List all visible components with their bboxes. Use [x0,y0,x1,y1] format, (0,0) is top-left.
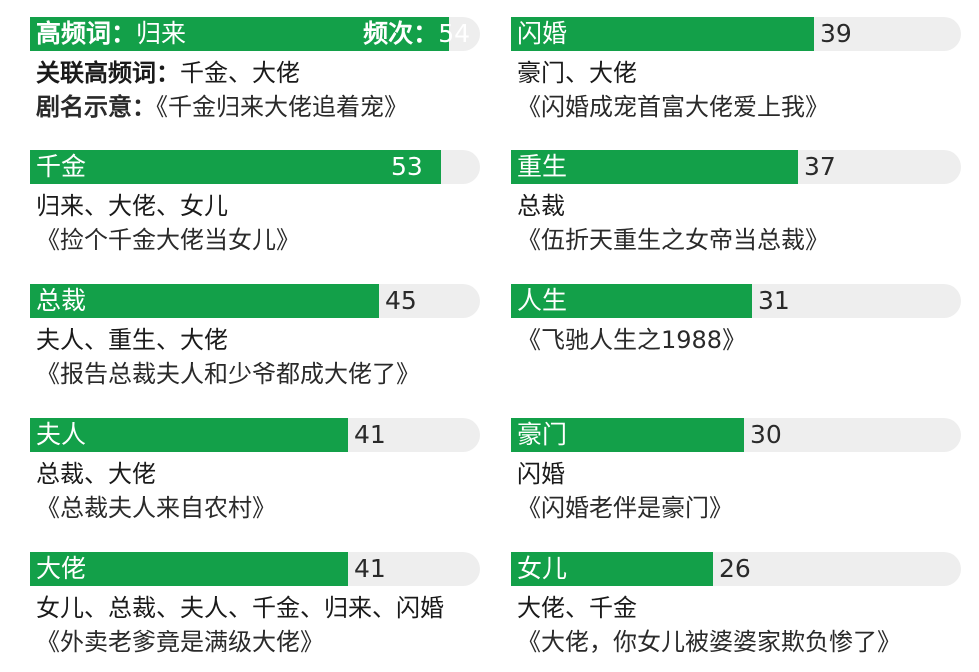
bar-fill [511,17,814,51]
keyword-count: 41 [354,554,386,583]
keyword-card: 夫人 41 总裁、大佬《总裁夫人来自农村》 [30,418,482,538]
bar-track [511,418,961,452]
related-text: 总裁、大佬 [36,460,156,488]
related-text: 大佬、千金 [517,594,637,622]
term-label: 高频词： [36,19,137,48]
bar-fill [30,150,441,184]
related-text: 千金、大佬 [180,59,300,87]
keyword-count: 30 [750,420,782,449]
keyword-card: 大佬 41 女儿、总裁、夫人、千金、归来、闪婚 《外卖老爹竟是满级大佬》 [30,552,482,672]
title-text: 《闪婚成宠首富大佬爱上我》 [517,93,829,121]
related-keywords: 女儿、总裁、夫人、千金、归来、闪婚 [36,592,444,624]
bar-track [30,552,480,586]
keyword-card: 女儿 26 大佬、千金《大佬，你女儿被婆婆家欺负惨了》 [511,552,963,672]
related-keywords: 夫人、重生、大佬 [36,324,228,356]
drama-title: 《闪婚老伴是豪门》 [517,492,733,524]
term-text: 归来 [136,19,187,48]
keyword-term: 豪门 [517,420,568,449]
related-keywords: 关联高频词：千金、大佬 [36,57,300,89]
related-keywords: 大佬、千金 [517,592,637,624]
keyword-term: 人生 [517,286,568,315]
keyword-term: 重生 [517,152,568,181]
bar-fill [511,284,752,318]
bar-track [30,150,480,184]
related-keywords: 总裁、大佬 [36,458,156,490]
bar-fill [511,150,798,184]
drama-title: 《报告总裁夫人和少爷都成大佬了》 [36,358,420,390]
bar-fill [511,418,744,452]
keyword-term: 总裁 [36,286,87,315]
keyword-card: 总裁 45 夫人、重生、大佬《报告总裁夫人和少爷都成大佬了》 [30,284,482,404]
drama-title: 剧名示意：《千金归来大佬追着宠》 [36,91,408,123]
keyword-term: 夫人 [36,420,87,449]
related-keywords: 闪婚 [517,458,565,490]
drama-title: 《捡个千金大佬当女儿》 [36,224,300,256]
keyword-term: 大佬 [36,554,87,583]
keyword-card: 高频词：归来 频次：54 关联高频词：千金、大佬 剧名示意：《千金归来大佬追着宠》 [30,17,482,137]
drama-title: 《闪婚成宠首富大佬爱上我》 [517,91,829,123]
related-keywords: 总裁 [517,190,565,222]
freq-label: 频次： [363,19,439,48]
related-label: 关联高频词： [36,59,180,87]
title-text: 《飞驰人生之1988》 [517,326,747,354]
keyword-count: 37 [804,152,836,181]
keyword-count: 31 [758,286,790,315]
bar-track [511,284,961,318]
bar-fill [30,552,348,586]
related-keywords: 豪门、大佬 [517,57,637,89]
related-text: 归来、大佬、女儿 [36,192,228,220]
title-text: 《报告总裁夫人和少爷都成大佬了》 [36,360,420,388]
title-text: 《捡个千金大佬当女儿》 [36,226,300,254]
keyword-count: 41 [354,420,386,449]
keyword-term: 闪婚 [517,19,568,48]
title-text: 《总裁夫人来自农村》 [36,494,276,522]
bar-fill [511,552,713,586]
drama-title: 《总裁夫人来自农村》 [36,492,276,524]
bar-track [511,17,961,51]
bar-track [30,17,480,51]
related-text: 豪门、大佬 [517,59,637,87]
keyword-term: 高频词：归来 [36,17,186,51]
bar-fill [30,418,348,452]
keyword-count: 53 [391,152,423,181]
bar-track [30,284,480,318]
title-text: 《伍折天重生之女帝当总裁》 [517,226,829,254]
keyword-card: 豪门 30 闪婚《闪婚老伴是豪门》 [511,418,963,538]
bar-track [30,418,480,452]
title-text: 《大佬，你女儿被婆婆家欺负惨了》 [517,628,901,656]
keyword-card: 人生 31 《飞驰人生之1988》 [511,284,963,404]
keyword-count: 39 [820,19,852,48]
keyword-card: 闪婚 39 豪门、大佬《闪婚成宠首富大佬爱上我》 [511,17,963,137]
related-text: 女儿、总裁、夫人、千金、归来、闪婚 [36,594,444,622]
bar-track [511,150,961,184]
keyword-count: 频次：54 [363,17,470,51]
keyword-term: 千金 [36,152,87,181]
related-text: 总裁 [517,192,565,220]
drama-title: 《飞驰人生之1988》 [517,324,746,356]
title-text: 《闪婚老伴是豪门》 [517,494,733,522]
bar-track [511,552,961,586]
drama-title: 《伍折天重生之女帝当总裁》 [517,224,829,256]
keyword-card: 重生 37 总裁《伍折天重生之女帝当总裁》 [511,150,963,270]
count-value: 54 [438,19,470,48]
related-keywords: 归来、大佬、女儿 [36,190,228,222]
drama-title: 《外卖老爹竟是满级大佬》 [36,626,324,658]
keyword-card: 千金 53 归来、大佬、女儿《捡个千金大佬当女儿》 [30,150,482,270]
bar-fill [30,284,379,318]
related-text: 夫人、重生、大佬 [36,326,228,354]
bar-fill [30,17,449,51]
keyword-count: 45 [385,286,417,315]
title-text: 《千金归来大佬追着宠》 [156,93,408,121]
drama-title: 《大佬，你女儿被婆婆家欺负惨了》 [517,626,901,658]
title-label: 剧名示意： [36,93,156,121]
keyword-term: 女儿 [517,554,568,583]
related-text: 闪婚 [517,460,565,488]
title-text: 《外卖老爹竟是满级大佬》 [36,628,324,656]
keyword-count: 26 [719,554,751,583]
